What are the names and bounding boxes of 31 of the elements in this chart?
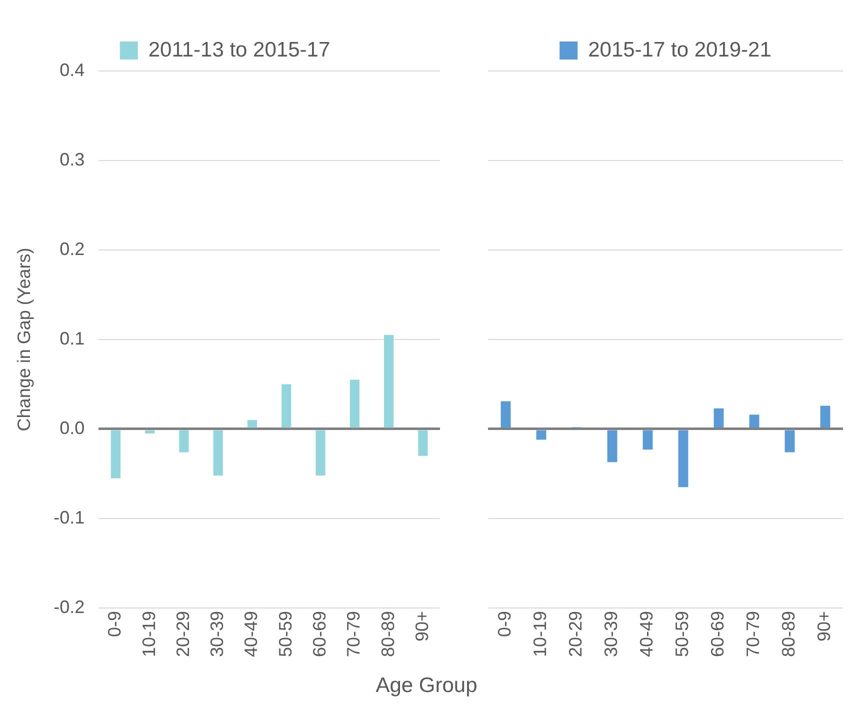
- x-tick-label: 0-9: [104, 610, 125, 637]
- y-tick-label: 0.2: [60, 238, 85, 259]
- x-tick-label: 10-19: [138, 610, 159, 658]
- x-tick-label: 70-79: [344, 610, 364, 658]
- y-axis-title: Change in Gap (Years): [14, 248, 34, 432]
- x-tick-label: 30-39: [601, 610, 622, 658]
- x-tick-label: 20-29: [172, 610, 193, 658]
- legend-label: 2011-13 to 2015-17: [148, 38, 330, 62]
- x-tick-label: 60-69: [309, 610, 330, 658]
- y-tick-label: 0.1: [60, 328, 85, 348]
- x-tick-label: 30-39: [207, 610, 228, 658]
- y-tick-label: 0.4: [60, 60, 85, 80]
- x-tick-label: 40-49: [241, 610, 262, 658]
- x-tick-label: 10-19: [530, 610, 550, 658]
- legend-label: 2015-17 to 2019-21: [588, 38, 772, 62]
- x-tick-label: 50-59: [275, 610, 296, 658]
- y-tick-label: 0.0: [60, 418, 85, 438]
- x-axis-title: Age Group: [374, 674, 478, 698]
- x-tick-label: 80-89: [778, 610, 799, 658]
- y-tick-label: -0.1: [54, 507, 85, 528]
- x-tick-label: 70-79: [743, 610, 764, 658]
- x-tick-label: 80-89: [378, 610, 398, 658]
- x-tick-label: 0-9: [494, 610, 515, 637]
- x-tick-label: 50-59: [672, 610, 692, 658]
- x-tick-label: 90+: [814, 610, 834, 642]
- x-tick-label: 40-49: [636, 610, 657, 658]
- x-tick-label: 90+: [412, 610, 432, 642]
- x-tick-label: 20-29: [566, 610, 586, 658]
- y-tick-label: -0.2: [54, 596, 85, 617]
- y-tick-label: 0.3: [60, 149, 85, 170]
- x-tick-label: 60-69: [708, 610, 728, 658]
